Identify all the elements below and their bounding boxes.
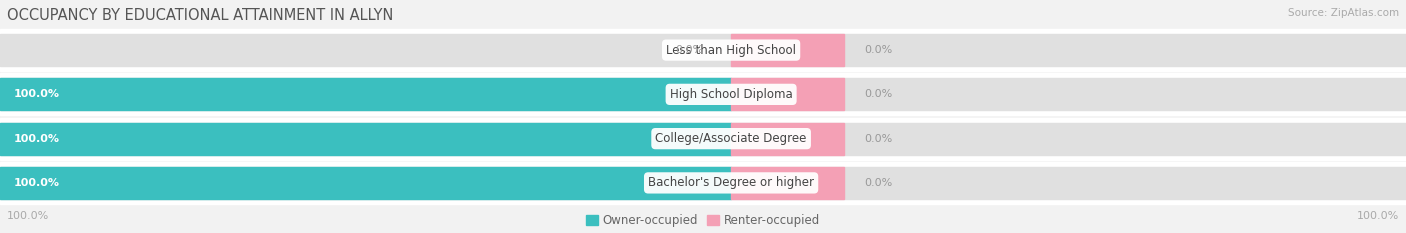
Bar (0, 162, 1406, 204)
Text: 0.0%: 0.0% (865, 45, 893, 55)
Legend: Owner-occupied, Renter-occupied: Owner-occupied, Renter-occupied (586, 214, 820, 227)
Bar (731, 123, 844, 154)
Bar (0, 79, 731, 110)
Text: Bachelor's Degree or higher: Bachelor's Degree or higher (648, 176, 814, 189)
Text: 100.0%: 100.0% (14, 134, 60, 144)
Bar (0, 118, 1406, 160)
Text: Source: ZipAtlas.com: Source: ZipAtlas.com (1288, 8, 1399, 18)
Bar (731, 34, 1406, 66)
Bar (0, 79, 731, 110)
Bar (731, 79, 844, 110)
Bar (0, 167, 731, 199)
Text: 100.0%: 100.0% (14, 178, 60, 188)
Text: 0.0%: 0.0% (865, 89, 893, 99)
Bar (731, 34, 844, 66)
Bar (0, 34, 731, 66)
Bar (0, 167, 731, 199)
Text: High School Diploma: High School Diploma (669, 88, 793, 101)
Bar (731, 123, 1406, 154)
Text: 100.0%: 100.0% (1357, 211, 1399, 221)
Text: 0.0%: 0.0% (675, 45, 703, 55)
Text: 0.0%: 0.0% (865, 134, 893, 144)
Text: OCCUPANCY BY EDUCATIONAL ATTAINMENT IN ALLYN: OCCUPANCY BY EDUCATIONAL ATTAINMENT IN A… (7, 8, 394, 23)
Text: 0.0%: 0.0% (865, 178, 893, 188)
Bar (0, 29, 1406, 71)
Bar (731, 167, 844, 199)
Text: Less than High School: Less than High School (666, 44, 796, 57)
Bar (0, 123, 731, 154)
Bar (731, 79, 1406, 110)
Bar (731, 167, 1406, 199)
Text: College/Associate Degree: College/Associate Degree (655, 132, 807, 145)
Text: 100.0%: 100.0% (7, 211, 49, 221)
Bar (0, 73, 1406, 115)
Text: 100.0%: 100.0% (14, 89, 60, 99)
Bar (0, 123, 731, 154)
